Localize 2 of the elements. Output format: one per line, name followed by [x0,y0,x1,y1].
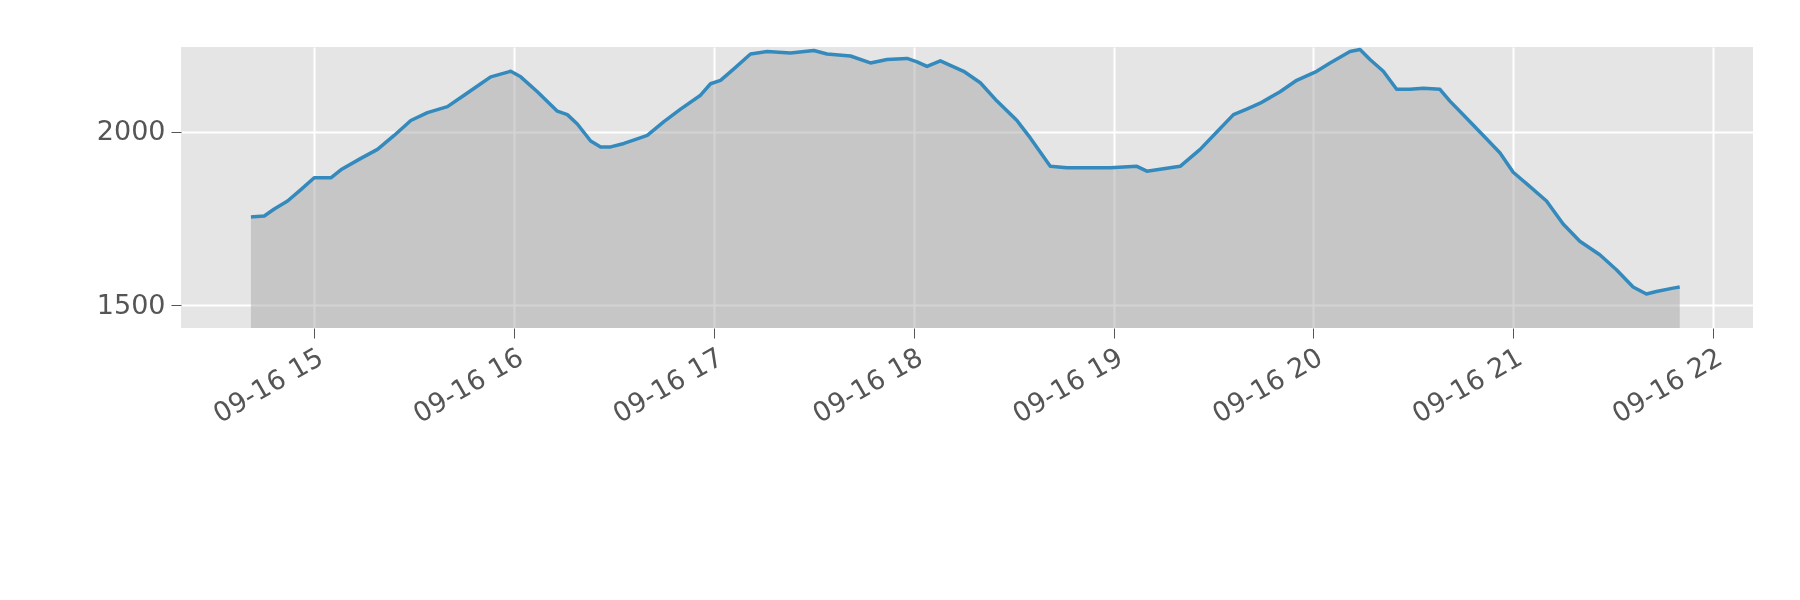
y-tick-label: 2000 [96,115,166,147]
y-tick-label: 1500 [96,288,166,320]
